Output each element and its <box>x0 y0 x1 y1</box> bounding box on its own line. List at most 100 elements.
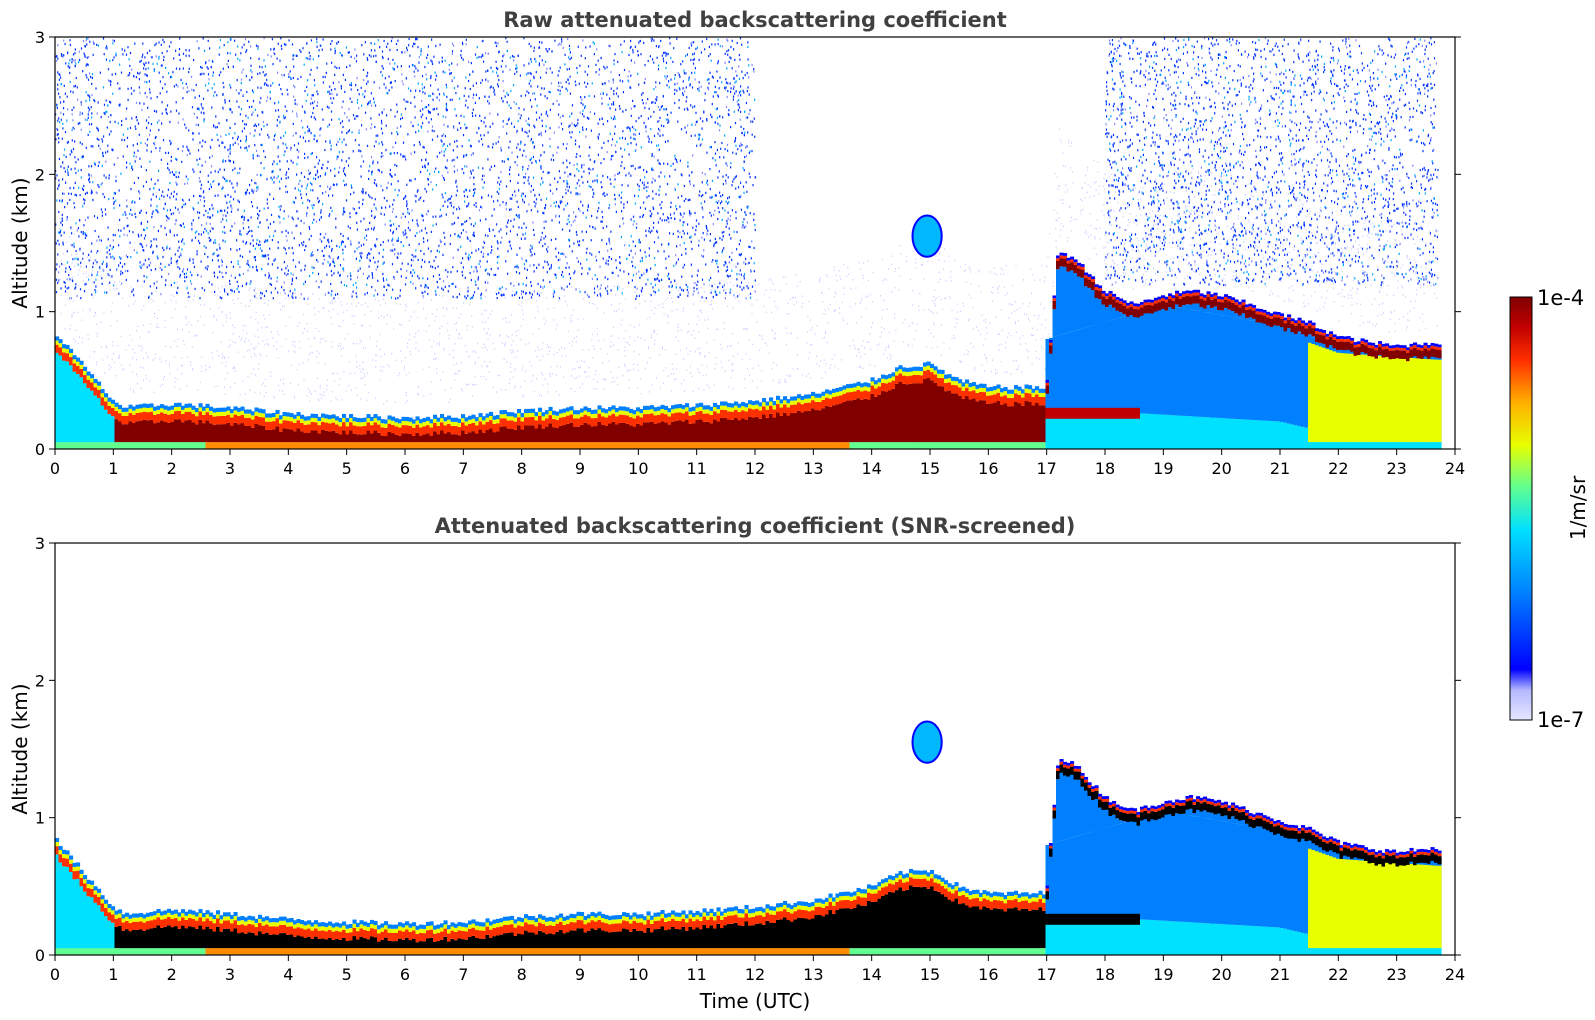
noise-speck <box>745 225 747 228</box>
noise-speck <box>234 167 236 170</box>
noise-speck <box>692 58 694 61</box>
noise-speck <box>110 256 112 259</box>
noise-speck <box>279 221 281 224</box>
noise-speck <box>318 218 321 221</box>
noise-speck <box>651 37 653 41</box>
noise-speck <box>631 279 633 282</box>
noise-speck <box>199 141 201 144</box>
noise-speck <box>128 73 130 77</box>
noise-speck <box>178 171 180 174</box>
noise-speck <box>552 192 554 195</box>
noise-speck <box>372 256 375 259</box>
noise-speck <box>72 59 74 62</box>
noise-speck <box>522 290 524 293</box>
noise-speck <box>58 78 60 81</box>
noise-speck <box>200 275 202 278</box>
noise-speck <box>277 175 279 178</box>
noise-speck <box>456 169 459 172</box>
noise-speck <box>292 292 294 295</box>
noise-speck <box>691 275 693 278</box>
noise-speck <box>75 161 77 164</box>
noise-speck <box>719 115 721 118</box>
noise-speck <box>342 267 345 270</box>
noise-speck <box>382 143 384 146</box>
noise-speck <box>65 181 67 184</box>
noise-speck <box>247 116 249 119</box>
noise-speck <box>442 280 445 283</box>
noise-speck <box>375 134 377 137</box>
noise-speck <box>725 179 727 182</box>
noise-speck <box>522 233 524 236</box>
noise-speck <box>501 59 503 62</box>
noise-speck <box>308 51 310 54</box>
noise-speck <box>727 90 729 93</box>
noise-speck <box>632 215 635 218</box>
noise-speck <box>364 90 366 93</box>
noise-speck <box>444 243 446 246</box>
noise-speck <box>751 150 753 153</box>
noise-speck <box>327 160 329 163</box>
noise-speck <box>533 124 535 127</box>
noise-speck <box>538 64 540 67</box>
noise-speck <box>458 97 461 100</box>
noise-speck <box>528 176 530 179</box>
noise-speck <box>285 65 287 69</box>
noise-speck <box>354 57 356 60</box>
noise-speck <box>240 233 242 236</box>
noise-speck <box>66 250 68 253</box>
noise-speck <box>149 160 151 163</box>
noise-speck <box>280 136 282 139</box>
noise-speck <box>516 129 518 132</box>
noise-speck <box>509 197 511 200</box>
noise-speck <box>509 168 511 171</box>
noise-speck <box>175 181 177 184</box>
noise-speck <box>424 106 426 109</box>
noise-speck <box>521 127 523 130</box>
noise-speck <box>586 116 588 119</box>
noise-speck <box>203 120 205 123</box>
noise-speck <box>585 128 587 131</box>
noise-speck <box>356 98 359 102</box>
noise-speck <box>288 247 290 250</box>
noise-speck <box>83 202 85 205</box>
noise-speck <box>362 93 364 96</box>
noise-speck <box>303 282 305 286</box>
noise-speck <box>605 287 607 290</box>
noise-speck <box>121 120 123 123</box>
noise-speck <box>423 252 425 256</box>
noise-speck <box>354 250 356 253</box>
noise-speck <box>458 234 460 237</box>
noise-speck <box>383 213 385 216</box>
noise-speck <box>497 67 499 70</box>
noise-speck <box>82 257 84 260</box>
noise-speck <box>575 84 577 87</box>
noise-speck <box>58 179 60 182</box>
noise-speck <box>707 183 709 186</box>
noise-speck <box>488 95 490 98</box>
noise-speck <box>482 174 484 177</box>
noise-speck <box>704 173 706 176</box>
noise-speck <box>592 41 594 44</box>
noise-speck <box>140 266 142 270</box>
noise-speck <box>612 101 615 104</box>
noise-speck <box>115 54 117 57</box>
noise-speck <box>111 148 113 151</box>
noise-speck <box>413 96 416 99</box>
noise-speck <box>468 258 470 261</box>
noise-speck <box>614 193 616 196</box>
noise-speck <box>396 126 398 129</box>
noise-speck <box>514 72 516 75</box>
noise-speck <box>547 263 549 266</box>
noise-speck <box>161 275 163 278</box>
noise-speck <box>691 41 693 44</box>
noise-speck <box>83 198 85 201</box>
noise-speck <box>74 52 76 55</box>
noise-speck <box>117 156 119 160</box>
noise-speck <box>727 53 729 56</box>
noise-speck <box>478 209 481 212</box>
noise-speck <box>106 264 108 267</box>
noise-speck <box>635 297 637 300</box>
noise-speck <box>179 273 182 276</box>
noise-speck <box>289 76 291 79</box>
noise-speck <box>566 166 568 169</box>
